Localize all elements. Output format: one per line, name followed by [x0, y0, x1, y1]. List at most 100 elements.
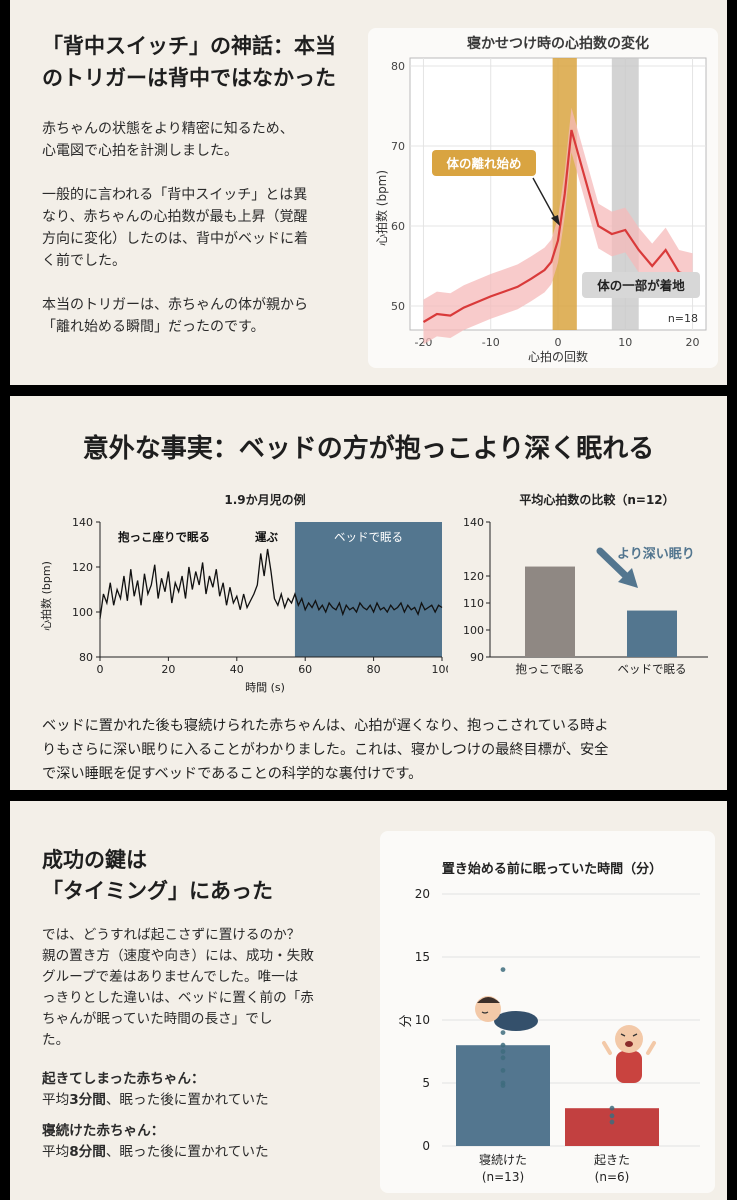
chart4-data-point: [500, 1042, 506, 1048]
chart2-xtick-label: 20: [161, 663, 175, 676]
chart1-ytick-label: 60: [391, 220, 405, 233]
deeper-sleep-arrow: [596, 547, 632, 582]
chart3-ytick-label: 140: [463, 516, 484, 529]
chart3-category-label: 抱っこで眠る: [516, 662, 585, 676]
bed-region-label: ベッドで眠る: [334, 530, 403, 544]
section-bed-deeper-sleep: 意外な事実：ベッドの方が抱っこより深く眠れる 1.9か月児の例 時間 (s) 心…: [10, 396, 727, 790]
chart1-xtick-label: 10: [618, 336, 632, 349]
chart1-ytick-label: 70: [391, 140, 405, 153]
chart1-ytick-label: 80: [391, 60, 405, 73]
chart2-xtick-label: 100: [432, 663, 449, 676]
para2-line1: 一般的に言われる「背中スイッチ」とは異: [42, 187, 308, 203]
chart1-ylabel: 心拍数 (bpm): [374, 170, 389, 246]
slept-prefix: 平均: [42, 1144, 70, 1160]
chart4-ytick-label: 0: [422, 1139, 430, 1153]
onset-label-box: [432, 150, 536, 176]
chart2-ytick-label: 80: [79, 651, 93, 664]
heart-rate-change-chart: 寝かせつけ時の心拍数の変化 心拍の回数 心拍数 (bpm) 50607080-2…: [374, 35, 707, 364]
chart1-xlabel: 心拍の回数: [528, 349, 588, 364]
section2-title: 意外な事実：ベッドの方が抱っこより深く眠れる: [82, 434, 655, 464]
chart1-ytick-label: 50: [391, 300, 405, 313]
chart3-ytick-label: 100: [463, 624, 484, 637]
section1-title-line1: 「背中スイッチ」の神話：本当: [42, 34, 336, 58]
chart4-data-point: [500, 1049, 506, 1054]
contact-label: 体の一部が着地: [597, 278, 685, 293]
chart3-ytick-label: 120: [463, 570, 484, 583]
chart4-ytick-label: 10: [415, 1013, 430, 1027]
infant-example-chart: 1.9か月児の例 時間 (s) 心拍数 (bpm) 80 100 120 140 0 20…: [39, 492, 449, 694]
slept-suffix: 、眠った後に置かれていた: [105, 1144, 269, 1160]
section3-body: では、どうすれば起こさずに置けるのか？ 親の置き方（速度や向き）には、成功・失敗…: [42, 925, 372, 1163]
para-line2: 親の置き方（速度や向き）には、成功・失敗: [42, 948, 314, 964]
chart4-title: 置き始める前に眠っていた時間（分）: [442, 861, 662, 877]
bed-region: [294, 522, 442, 657]
woke-detail: 平均3分間、眠った後に置かれていた: [42, 1090, 372, 1111]
section1-body: 赤ちゃんの状態をより精密に知るため、 心電図で心拍を計測しました。 一般的に言わ…: [42, 118, 362, 338]
section3-title: 成功の鍵は 「タイミング」にあった: [42, 845, 273, 907]
section-back-switch: 「背中スイッチ」の神話：本当 のトリガーは背中ではなかった 赤ちゃんの状態をより…: [10, 0, 727, 385]
para3-line2: 「離れ始める瞬間」だったのです。: [42, 319, 265, 335]
para-line3: グループで差はありませんでした。唯一は: [42, 969, 299, 985]
slept-detail: 平均8分間、眠った後に置かれていた: [42, 1142, 372, 1163]
onset-label: 体の離れ始め: [446, 156, 521, 171]
chart2-xtick-label: 40: [230, 663, 244, 676]
section3-title-line1: 成功の鍵は: [42, 848, 147, 872]
chart3-ytick-label: 110: [463, 597, 484, 610]
chart4-data-point: [500, 1055, 506, 1061]
section2-caption: ベッドに置かれた後も寝続けられた赤ちゃんは、心拍が遅くなり、抱っこされている時よ…: [42, 714, 702, 786]
chart2-title: 1.9か月児の例: [224, 492, 305, 507]
heart-rate-trace: [99, 548, 443, 619]
caption-line1: ベッドに置かれた後も寝続けられた赤ちゃんは、心拍が遅くなり、抱っこされている時よ: [42, 718, 609, 734]
chart2-ytick-label: 100: [72, 606, 93, 619]
annotation-held-sleep: 抱っこ座りで眠る: [118, 530, 210, 544]
chart4-data-point: [609, 1113, 615, 1119]
para-line5: ちゃんが眠っていた時間の長さ」でし: [42, 1011, 273, 1027]
onset-arrowhead: [551, 215, 560, 226]
section3-title-line2: 「タイミング」にあった: [42, 879, 273, 903]
para1-line1: 赤ちゃんの状態をより精密に知るため、: [42, 121, 294, 137]
chart4-category-line2: (n=13): [482, 1170, 524, 1184]
chart2-xtick-label: 60: [298, 663, 312, 676]
annotation-carry: 運ぶ: [255, 530, 278, 544]
chart4-ylabel: 分: [399, 1014, 414, 1027]
chart4-data-point: [500, 967, 506, 972]
sleep-duration-chart: 置き始める前に眠っていた時間（分） 分 0 5 10 15 20 寝続けた (n=13) 起き…: [399, 861, 700, 1184]
chart4-category-line1: 寝続けた: [479, 1152, 527, 1167]
sleeping-baby-icon: [475, 996, 538, 1031]
chart1-title: 寝かせつけ時の心拍数の変化: [467, 35, 649, 52]
para2-line4: く前でした。: [42, 253, 126, 269]
chart2-xtick-label: 80: [367, 663, 381, 676]
chart1-xtick-label: 20: [686, 336, 700, 349]
heart-rate-line: [422, 129, 693, 323]
chart2-ytick-label: 120: [72, 561, 93, 574]
chart3-bar: [627, 610, 677, 657]
woke-prefix: 平均: [42, 1092, 70, 1108]
chart4-ytick-label: 5: [422, 1076, 430, 1090]
chart2-ytick-label: 140: [72, 516, 93, 529]
woke-value: 3分間: [69, 1092, 106, 1108]
chart2-xlabel: 時間 (s): [245, 681, 285, 694]
confidence-band: [423, 107, 693, 345]
average-heart-rate-chart: 平均心拍数の比較（n=12） 90 100 110 120 140 抱っこで眠る ベッドで眠…: [463, 492, 708, 676]
chart4-bar: [456, 1045, 550, 1146]
chart4-ytick-label: 20: [415, 887, 430, 901]
crying-baby-icon: [602, 1025, 656, 1083]
caption-line3: で深い睡眠を促すベッドであることの科学的な裏付けです。: [42, 766, 423, 782]
para-line4: っきりとした違いは、ベッドに置く前の「赤: [42, 990, 314, 1006]
chart4-data-point: [609, 1105, 615, 1111]
caption-line2: りもさらに深い眠りに入ることがわかりました。これは、寝かしつけの最終目標が、安全: [42, 742, 609, 758]
onset-arrow: [532, 177, 557, 221]
chart4-category-line1: 起きた: [594, 1153, 630, 1167]
section1-title-line2: のトリガーは背中ではなかった: [42, 66, 336, 90]
chart4-data-point: [500, 1083, 506, 1088]
chart1-xtick-label: -10: [482, 336, 500, 349]
contact-label-box: [582, 272, 700, 298]
slept-value: 8分間: [69, 1144, 106, 1160]
chart1-n-label: n=18: [668, 312, 698, 325]
woke-heading: 起きてしまった赤ちゃん：: [42, 1071, 205, 1087]
para1-line2: 心電図で心拍を計測しました。: [42, 143, 238, 159]
para-line6: た。: [42, 1032, 70, 1048]
woke-suffix: 、眠った後に置かれていた: [105, 1092, 269, 1108]
chart3-category-label: ベッドで眠る: [618, 662, 687, 676]
chart3-title: 平均心拍数の比較（n=12）: [519, 492, 674, 507]
